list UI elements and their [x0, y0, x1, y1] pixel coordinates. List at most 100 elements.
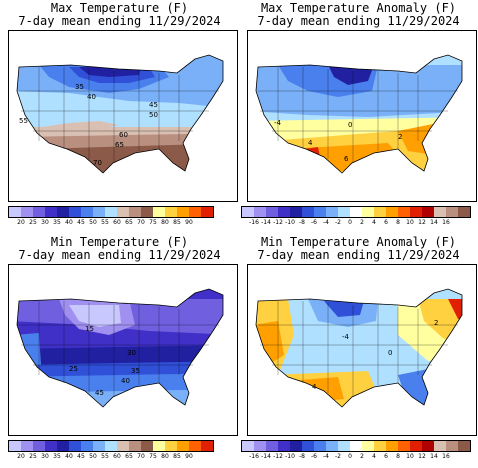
colorbar	[8, 440, 214, 452]
colorbar-swatch	[290, 207, 302, 217]
colorbar-swatch	[254, 441, 266, 451]
colorbar-swatch	[338, 207, 350, 217]
colorbar-tick-label: 60	[113, 219, 121, 226]
colorbar-tick-label: 80	[161, 453, 169, 460]
colorbar-swatch	[177, 441, 189, 451]
colorbar-swatch	[165, 441, 177, 451]
colorbar-tick-label: -12	[273, 453, 283, 460]
colorbar-tick-label: 4	[372, 219, 376, 226]
colorbar-swatch	[350, 441, 362, 451]
contour-label: 55	[19, 117, 28, 125]
colorbar-swatch	[9, 441, 21, 451]
colorbar-tick-label: 25	[29, 219, 37, 226]
colorbar-tick-label: -4	[323, 219, 329, 226]
panel-subtitle: 7-day mean ending 11/29/2024	[18, 14, 221, 28]
colorbar-swatch	[165, 207, 177, 217]
colorbar-swatch	[338, 441, 350, 451]
colorbar-swatch	[81, 207, 93, 217]
contour-label: 45	[95, 389, 104, 397]
colorbar-tick-label: 10	[406, 453, 414, 460]
colorbar-tick-label: 14	[430, 219, 438, 226]
colorbar-swatch	[129, 441, 141, 451]
colorbar-swatch	[105, 207, 117, 217]
contour-label: 25	[69, 365, 78, 373]
colorbar-swatch	[254, 207, 266, 217]
panel-min-temperature: Min Temperature (F) 7-day mean ending 11…	[0, 234, 239, 468]
colorbar-tick-label: 0	[348, 219, 352, 226]
colorbar-swatch	[422, 207, 434, 217]
colorbar-swatch	[21, 207, 33, 217]
colorbar-swatch	[189, 207, 201, 217]
colorbar-swatch	[21, 441, 33, 451]
colorbar-tick-label: -6	[311, 219, 317, 226]
colorbar-tick-label: -6	[311, 453, 317, 460]
colorbar-tick-label: 6	[384, 453, 388, 460]
contour-label: -4	[342, 333, 350, 341]
colorbar-swatch	[386, 207, 398, 217]
colorbar-tick-label: 35	[53, 453, 61, 460]
colorbar-swatch	[81, 441, 93, 451]
us-map: -4 0 4 2	[247, 264, 477, 436]
colorbar-tick-label: -12	[273, 219, 283, 226]
colorbar-tick-label: -10	[285, 453, 295, 460]
us-map: -4 4 0 2 6	[247, 30, 477, 202]
colorbar-tick-label: 14	[430, 453, 438, 460]
colorbar-swatch	[9, 207, 21, 217]
panel-title: Max Temperature Anomaly (F)	[260, 1, 457, 15]
colorbar-tick-label: 40	[65, 219, 73, 226]
contour-label: -4	[274, 119, 282, 127]
colorbar-swatch	[314, 441, 326, 451]
contour-label: 40	[121, 377, 130, 385]
colorbar-tick-label: 12	[418, 219, 426, 226]
contour-label: 35	[131, 367, 140, 375]
colorbar-tick-label: 20	[17, 453, 25, 460]
contour-label: 2	[398, 133, 402, 141]
panel-title: Min Temperature (F)	[50, 235, 189, 249]
colorbar-tick-label: 0	[348, 453, 352, 460]
colorbar-tick-label: -14	[261, 453, 271, 460]
colorbar-swatch	[69, 441, 81, 451]
colorbar-tick-label: 75	[149, 219, 157, 226]
contour-label: 0	[348, 121, 352, 129]
colorbar-swatch	[177, 207, 189, 217]
colorbar-tick-label: -8	[299, 453, 305, 460]
contour-label: 65	[115, 141, 124, 149]
colorbar-tick-label: 20	[17, 219, 25, 226]
colorbar-swatch	[45, 441, 57, 451]
colorbar-swatch	[290, 441, 302, 451]
colorbar-tick-label: 16	[442, 219, 450, 226]
colorbar-tick-label: 35	[53, 219, 61, 226]
colorbar-swatch	[153, 441, 165, 451]
colorbar-swatch	[362, 441, 374, 451]
colorbar-swatch	[446, 207, 458, 217]
colorbar-swatch	[117, 207, 129, 217]
colorbar-swatch	[374, 441, 386, 451]
colorbar-ticks: -16 -14 -12 -10 -8 -6 -4 -2 0 2 4 6 8 10 12 14 16	[241, 453, 471, 463]
colorbar-tick-label: 90	[185, 453, 193, 460]
colorbar-tick-label: 16	[442, 453, 450, 460]
colorbar-swatch	[242, 441, 254, 451]
panel-max-temperature: Max Temperature (F) 7-day mean ending 11…	[0, 0, 239, 234]
colorbar-swatch	[242, 207, 254, 217]
colorbar-swatch	[93, 207, 105, 217]
panel-title: Max Temperature (F)	[50, 1, 189, 15]
colorbar-tick-label: 12	[418, 453, 426, 460]
colorbar-tick-label: 70	[137, 219, 145, 226]
colorbar-tick-label: 45	[77, 453, 85, 460]
colorbar-tick-label: 85	[173, 219, 181, 226]
colorbar-swatch	[57, 441, 69, 451]
panel-subtitle: 7-day mean ending 11/29/2024	[257, 248, 460, 262]
colorbar-swatch	[458, 207, 470, 217]
us-map: 35 40 45 50 55 65 60 70	[8, 30, 238, 202]
colorbar-swatch	[326, 207, 338, 217]
colorbar-swatch	[446, 441, 458, 451]
panel-max-temperature-anomaly: Max Temperature Anomaly (F) 7-day mean e…	[239, 0, 478, 234]
colorbar-tick-label: 65	[125, 453, 133, 460]
colorbar-tick-label: -8	[299, 219, 305, 226]
contour-label: 50	[149, 111, 158, 119]
panel-min-temperature-anomaly: Min Temperature Anomaly (F) 7-day mean e…	[239, 234, 478, 468]
colorbar-tick-label: 2	[360, 219, 364, 226]
contour-label: 2	[434, 319, 438, 327]
contour-label: 4	[312, 383, 317, 391]
contour-label: 4	[308, 139, 313, 147]
